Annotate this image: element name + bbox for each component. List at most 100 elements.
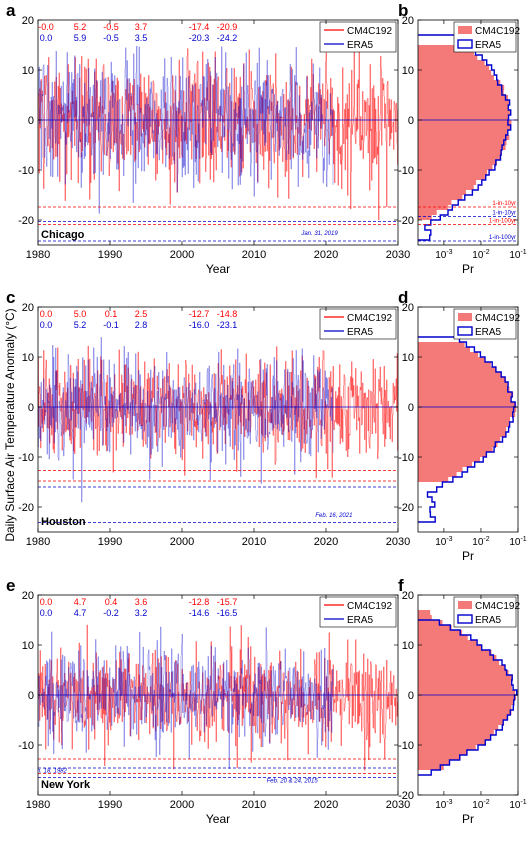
event-annotation: Feb. 20 & 24, 2015 xyxy=(267,779,319,785)
stat-model-value: 5.0 xyxy=(74,309,87,319)
x-tick-label: 10-1 xyxy=(509,536,526,548)
histogram-model-bars xyxy=(418,342,517,482)
plot-area-d xyxy=(418,336,518,523)
axes-frame xyxy=(417,306,519,533)
stat-reanalysis-value: -0.5 xyxy=(103,33,119,43)
event-annotation: Jan. 18, 1982 xyxy=(30,769,68,775)
threshold-label: 1-in-10yr xyxy=(492,201,516,207)
event-annotation: Jan. 31, 2019 xyxy=(300,231,338,237)
axes-frame xyxy=(37,306,399,533)
panel-letter-d: d xyxy=(398,288,408,307)
x-tick-label: 1990 xyxy=(98,536,122,548)
site-label: Houston xyxy=(41,516,86,528)
stat-model-value: -12.7 xyxy=(189,309,210,319)
site-label: New York xyxy=(41,779,91,791)
panel-letter-b: b xyxy=(398,1,408,20)
y-tick-label: 10 xyxy=(402,352,414,364)
threshold-label: 1-in-10yr xyxy=(492,211,516,217)
legend-label-model: CM4C192 xyxy=(347,601,392,612)
legend-swatch-reanalysis xyxy=(457,614,473,624)
stat-reanalysis-value: -16.5 xyxy=(217,608,238,618)
stat-reanalysis-value: 3.2 xyxy=(135,608,148,618)
legend: CM4C192 ERA5 xyxy=(453,596,520,628)
legend-swatch-model xyxy=(458,601,472,609)
panel-f: f CM4C192 ERA5 -20 -10 0 10 20 10-3 10-2 10-1 Pr xyxy=(398,576,527,826)
x-tick-label: 2030 xyxy=(386,536,410,548)
stat-reanalysis-value: 5.2 xyxy=(74,320,87,330)
legend: CM4C192 ERA5 xyxy=(319,596,397,628)
x-tick-label: 2000 xyxy=(170,536,194,548)
y-tick-label: -10 xyxy=(18,740,34,752)
legend-box xyxy=(319,308,397,340)
legend-label-model: CM4C192 xyxy=(475,313,520,324)
stat-reanalysis-value: -16.0 xyxy=(189,320,210,330)
stat-model-value: -12.8 xyxy=(189,597,210,607)
panel-letter-a: a xyxy=(6,1,16,20)
x-tick-label: 10-1 xyxy=(509,799,526,811)
stat-model-value: -15.7 xyxy=(217,597,238,607)
legend-label-model: CM4C192 xyxy=(347,26,392,37)
legend-label-reanalysis: ERA5 xyxy=(475,327,502,338)
x-tick-label: 2010 xyxy=(242,799,266,811)
stat-reanalysis-value: -0.1 xyxy=(103,320,119,330)
x-axis-label: Pr xyxy=(462,262,474,276)
x-axis-label: Pr xyxy=(462,812,474,826)
series-line-era5 xyxy=(38,337,334,503)
y-tick-label: 0 xyxy=(408,402,414,414)
legend: CM4C192 ERA5 xyxy=(453,308,520,340)
stat-reanalysis-value: 0.0 xyxy=(40,608,53,618)
stat-model-value: 3.7 xyxy=(135,22,148,32)
y-tick-label: 10 xyxy=(22,65,34,77)
y-tick-label: 20 xyxy=(402,302,414,314)
legend-label-model: CM4C192 xyxy=(347,313,392,324)
plot-area-e: Jan. 18, 1982 Feb. 20 & 24, 2015 xyxy=(30,624,398,785)
x-tick-label: 2000 xyxy=(170,249,194,261)
panel-letter-c: c xyxy=(6,288,15,307)
y-tick-label: 0 xyxy=(28,690,34,702)
axes-frame xyxy=(37,19,399,246)
panel-b: 1-in-10yr 1-in-10yr 1-in-100yr 1-in-100yr b C… xyxy=(398,1,527,276)
panel-letter-f: f xyxy=(398,576,404,595)
stat-model-value: 0.1 xyxy=(105,309,118,319)
legend-label-reanalysis: ERA5 xyxy=(475,40,502,51)
y-tick-label: 20 xyxy=(402,590,414,602)
y-tick-label: -10 xyxy=(398,452,414,464)
panel-e: Jan. 18, 1982 Feb. 20 & 24, 2015 e 0.0 4.7 0.… xyxy=(6,576,410,826)
plot-area-c: Feb. 16, 2021 xyxy=(38,337,398,523)
stat-reanalysis-value: 0.0 xyxy=(40,33,53,43)
stat-model-value: 0.4 xyxy=(105,597,118,607)
y-tick-label: 20 xyxy=(402,15,414,27)
x-tick-label: 2010 xyxy=(242,249,266,261)
y-tick-label: -10 xyxy=(398,165,414,177)
plot-area-b: 1-in-10yr 1-in-10yr 1-in-100yr 1-in-100yr xyxy=(418,34,518,242)
x-tick-label: 1990 xyxy=(98,799,122,811)
series-line-era5 xyxy=(38,46,334,214)
legend: CM4C192 ERA5 xyxy=(453,21,520,53)
histogram-model-bars xyxy=(418,45,512,220)
x-axis-label: Year xyxy=(206,262,230,276)
x-tick-label: 2020 xyxy=(314,249,338,261)
x-tick-label: 1990 xyxy=(98,249,122,261)
y-tick-label: 0 xyxy=(28,402,34,414)
legend-swatch-reanalysis xyxy=(457,39,473,49)
legend-label-model: CM4C192 xyxy=(475,601,520,612)
y-tick-label: -20 xyxy=(398,215,414,227)
stat-model-value: -20.9 xyxy=(217,22,238,32)
stat-model-value: 4.7 xyxy=(74,597,87,607)
plot-area-a: Jan. 31, 2019 xyxy=(38,46,398,242)
histogram-reanalysis-outline xyxy=(418,619,518,776)
stat-model-value: 0.0 xyxy=(40,597,53,607)
legend-box xyxy=(319,21,397,53)
stat-reanalysis-value: 2.8 xyxy=(135,320,148,330)
stat-model-value: 3.6 xyxy=(135,597,148,607)
y-tick-label: 10 xyxy=(402,640,414,652)
legend-box xyxy=(319,596,397,628)
y-tick-label: -10 xyxy=(18,165,34,177)
legend-swatch-model xyxy=(458,26,472,34)
stat-reanalysis-value: 5.9 xyxy=(74,33,87,43)
y-tick-label: -20 xyxy=(398,502,414,514)
event-annotation: Feb. 16, 2021 xyxy=(315,513,352,519)
panel-letter-e: e xyxy=(6,576,15,595)
stat-model-value: -14.8 xyxy=(217,309,238,319)
